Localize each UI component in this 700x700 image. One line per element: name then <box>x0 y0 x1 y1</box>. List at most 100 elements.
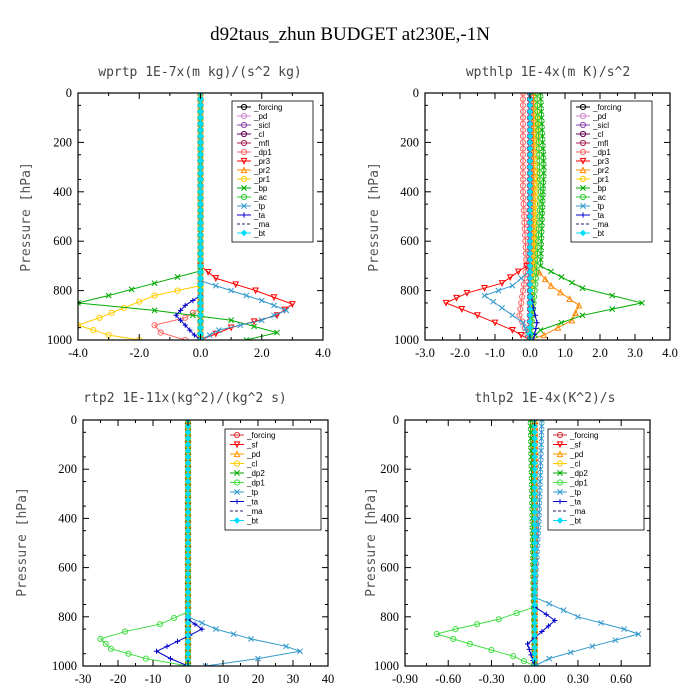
data-point <box>535 225 542 232</box>
y-tick-label: 400 <box>53 185 72 199</box>
data-point <box>519 151 527 158</box>
data-point <box>557 489 563 495</box>
y-tick-label: 1000 <box>394 333 419 347</box>
series-group <box>78 93 296 340</box>
data-point <box>621 626 628 633</box>
data-point <box>556 479 564 486</box>
data-point <box>536 503 543 510</box>
data-point <box>579 166 587 174</box>
data-point <box>283 643 289 650</box>
x-tick-label: 2.0 <box>254 346 270 360</box>
data-point <box>184 650 192 658</box>
data-point <box>241 203 247 209</box>
x-tick-label: 10 <box>217 672 230 686</box>
plot-area: 0 200 400 600 800 1000-4.0 -2.0 0.0 2.0 4.0 _forci… <box>47 86 331 360</box>
data-point <box>197 225 204 233</box>
data-point <box>520 194 527 202</box>
data-point <box>197 95 204 103</box>
y-tick-label: 400 <box>380 511 399 525</box>
data-point <box>230 631 237 637</box>
data-point <box>526 163 534 171</box>
data-point <box>506 274 514 282</box>
legend-label: _forcing <box>592 103 621 112</box>
data-point <box>520 657 527 665</box>
x-tick-label: 0.0 <box>193 346 209 360</box>
series-line <box>187 616 302 666</box>
data-point <box>526 287 534 294</box>
data-point <box>556 450 564 458</box>
legend-label: _bt <box>246 517 259 526</box>
x-tick-label: 40 <box>322 672 335 686</box>
data-point <box>255 655 261 662</box>
data-point <box>197 132 204 140</box>
data-point <box>531 484 539 491</box>
y-tick-label: 200 <box>58 462 77 476</box>
data-point <box>527 337 533 340</box>
data-point <box>526 324 534 331</box>
data-point <box>197 274 204 282</box>
data-point <box>534 250 541 257</box>
data-point <box>121 628 129 635</box>
legend-box <box>547 428 645 531</box>
data-point <box>199 626 205 632</box>
x-tick-label: -4.0 <box>68 346 88 360</box>
data-point <box>241 212 247 218</box>
data-point <box>526 126 534 134</box>
data-point <box>536 201 544 208</box>
data-point <box>537 472 544 479</box>
data-point <box>519 293 526 300</box>
y-tick-label: 200 <box>380 462 399 476</box>
data-point <box>537 478 544 485</box>
panel-wprtp: wprtp 1E-7x(m kg)/(s^2 kg) Pressure [hPa… <box>19 65 331 360</box>
data-point <box>174 274 181 280</box>
data-point <box>531 582 539 590</box>
y-tick-label: 0 <box>393 413 399 427</box>
data-point <box>580 212 586 218</box>
data-point <box>240 166 248 174</box>
data-point <box>536 170 543 177</box>
data-point <box>526 95 534 103</box>
data-point <box>519 157 527 165</box>
data-point <box>197 120 204 128</box>
data-point <box>151 307 158 314</box>
data-point <box>233 517 241 524</box>
data-point <box>184 428 192 436</box>
data-point <box>535 521 542 528</box>
data-point <box>509 653 517 660</box>
axes-frame <box>404 419 651 667</box>
data-point <box>184 533 192 541</box>
data-point <box>182 302 188 309</box>
data-point <box>197 194 204 202</box>
data-point <box>233 441 241 449</box>
data-point <box>197 102 204 109</box>
data-point <box>537 453 544 460</box>
data-point <box>452 626 459 633</box>
data-point <box>535 219 543 226</box>
legend-label: _ma <box>246 507 263 516</box>
data-point <box>102 640 109 647</box>
data-point <box>513 610 520 617</box>
legend-label: _ac <box>253 193 267 202</box>
data-point <box>535 268 543 276</box>
data-point <box>519 170 527 177</box>
data-point <box>609 306 616 313</box>
data-point <box>184 472 192 479</box>
data-point <box>199 619 205 626</box>
data-point <box>490 298 497 305</box>
data-point <box>531 508 539 516</box>
data-point <box>173 312 179 318</box>
data-point <box>575 301 583 309</box>
data-point <box>184 558 192 565</box>
data-point <box>184 644 192 651</box>
data-point <box>560 607 567 614</box>
data-point <box>533 139 541 146</box>
y-tick-label: 800 <box>53 284 72 298</box>
data-point <box>197 324 204 331</box>
data-point <box>297 648 303 655</box>
data-point <box>184 490 192 498</box>
data-point <box>184 551 192 559</box>
data-point <box>177 317 184 323</box>
data-point <box>536 213 543 220</box>
data-point <box>526 151 534 159</box>
data-point <box>572 309 579 316</box>
